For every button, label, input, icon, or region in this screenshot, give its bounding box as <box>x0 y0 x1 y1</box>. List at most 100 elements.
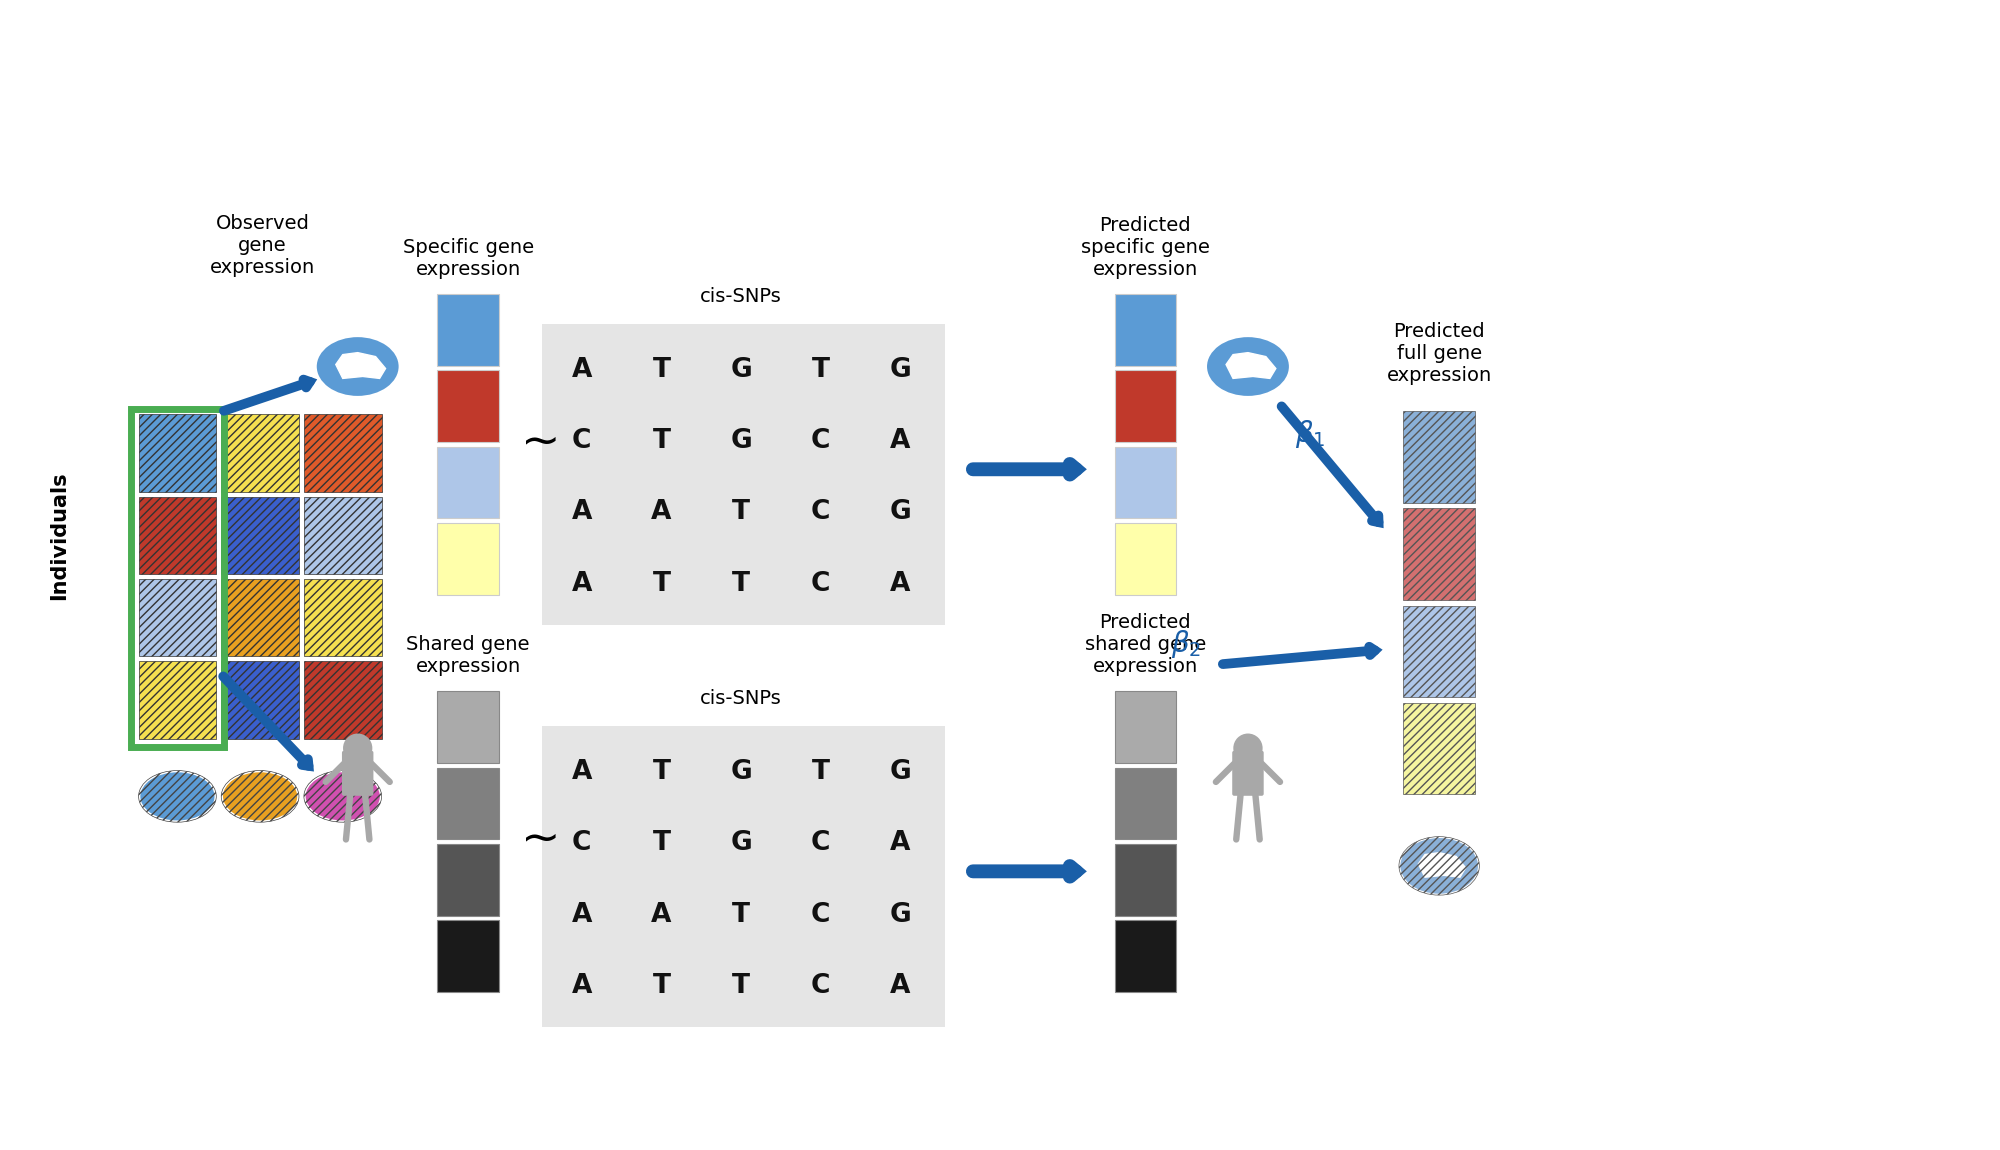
Text: Shared gene
expression: Shared gene expression <box>406 635 530 676</box>
Polygon shape <box>1418 852 1466 877</box>
Text: Individuals: Individuals <box>48 472 68 599</box>
Bar <box>138 414 216 491</box>
Bar <box>222 497 298 574</box>
Text: A: A <box>890 830 910 856</box>
Text: A: A <box>572 902 592 928</box>
FancyBboxPatch shape <box>1232 751 1264 796</box>
Text: G: G <box>730 759 752 784</box>
Bar <box>222 578 298 657</box>
Bar <box>438 370 500 442</box>
Text: G: G <box>730 428 752 454</box>
Text: C: C <box>812 570 830 597</box>
Text: C: C <box>812 902 830 928</box>
Text: Predicted
specific gene
expression: Predicted specific gene expression <box>1080 216 1210 279</box>
Bar <box>438 691 500 762</box>
Bar <box>438 920 500 992</box>
Bar <box>542 324 946 624</box>
Bar <box>1114 844 1176 915</box>
Text: G: G <box>890 759 912 784</box>
Ellipse shape <box>316 336 400 397</box>
Ellipse shape <box>222 770 298 822</box>
Text: T: T <box>732 902 750 928</box>
Bar <box>1114 370 1176 442</box>
Ellipse shape <box>1398 837 1480 895</box>
Ellipse shape <box>304 770 382 822</box>
Text: T: T <box>652 830 670 856</box>
Bar <box>1114 920 1176 992</box>
Bar <box>438 844 500 915</box>
Text: cis-SNPs: cis-SNPs <box>700 288 782 306</box>
Text: T: T <box>812 356 830 383</box>
Text: T: T <box>652 973 670 999</box>
Bar <box>542 726 946 1027</box>
Text: A: A <box>572 570 592 597</box>
Bar <box>138 497 216 574</box>
Text: G: G <box>730 830 752 856</box>
Text: C: C <box>812 973 830 999</box>
Bar <box>222 661 298 738</box>
Bar <box>1114 767 1176 840</box>
Text: Predicted
shared gene
expression: Predicted shared gene expression <box>1084 613 1206 676</box>
Bar <box>1114 691 1176 762</box>
Bar <box>1404 412 1476 503</box>
Bar <box>438 447 500 519</box>
Text: T: T <box>732 570 750 597</box>
Text: A: A <box>890 428 910 454</box>
Text: A: A <box>572 973 592 999</box>
Text: $\beta_2$: $\beta_2$ <box>1172 629 1202 660</box>
Text: A: A <box>652 499 672 526</box>
Text: A: A <box>572 356 592 383</box>
Ellipse shape <box>1206 336 1290 397</box>
Circle shape <box>1234 734 1262 762</box>
Text: Predicted
full gene
expression: Predicted full gene expression <box>1386 322 1492 385</box>
Bar <box>1404 703 1476 795</box>
Text: A: A <box>890 570 910 597</box>
Bar <box>1404 508 1476 600</box>
Ellipse shape <box>138 770 216 822</box>
Bar <box>438 767 500 840</box>
Text: T: T <box>732 499 750 526</box>
Bar <box>1404 606 1476 697</box>
Text: A: A <box>572 759 592 784</box>
Text: ~: ~ <box>522 420 560 465</box>
Bar <box>138 578 216 657</box>
Text: T: T <box>652 759 670 784</box>
Text: T: T <box>732 973 750 999</box>
Bar <box>438 294 500 366</box>
Text: Specific gene
expression: Specific gene expression <box>402 238 534 279</box>
Polygon shape <box>336 353 386 378</box>
Bar <box>304 414 382 491</box>
Text: G: G <box>890 499 912 526</box>
Bar <box>438 523 500 595</box>
Text: T: T <box>812 759 830 784</box>
Bar <box>130 409 224 746</box>
Text: C: C <box>812 830 830 856</box>
Text: C: C <box>572 428 592 454</box>
Bar <box>1114 294 1176 366</box>
Bar <box>138 661 216 738</box>
Bar <box>222 414 298 491</box>
Text: $\beta_1$: $\beta_1$ <box>1294 419 1324 450</box>
Bar <box>304 661 382 738</box>
Text: G: G <box>890 356 912 383</box>
Text: T: T <box>652 356 670 383</box>
Polygon shape <box>1226 353 1276 378</box>
Bar <box>1114 523 1176 595</box>
Text: A: A <box>652 902 672 928</box>
Text: C: C <box>572 830 592 856</box>
Bar <box>1114 447 1176 519</box>
Text: A: A <box>572 499 592 526</box>
Text: T: T <box>652 570 670 597</box>
Text: C: C <box>812 499 830 526</box>
FancyBboxPatch shape <box>342 751 374 796</box>
Bar <box>304 578 382 657</box>
Text: C: C <box>812 428 830 454</box>
Text: Observed
gene
expression: Observed gene expression <box>210 214 316 277</box>
Text: cis-SNPs: cis-SNPs <box>700 689 782 708</box>
Circle shape <box>344 734 372 762</box>
Text: T: T <box>652 428 670 454</box>
Text: G: G <box>890 902 912 928</box>
Text: A: A <box>890 973 910 999</box>
Text: ~: ~ <box>522 816 560 861</box>
Text: G: G <box>730 356 752 383</box>
